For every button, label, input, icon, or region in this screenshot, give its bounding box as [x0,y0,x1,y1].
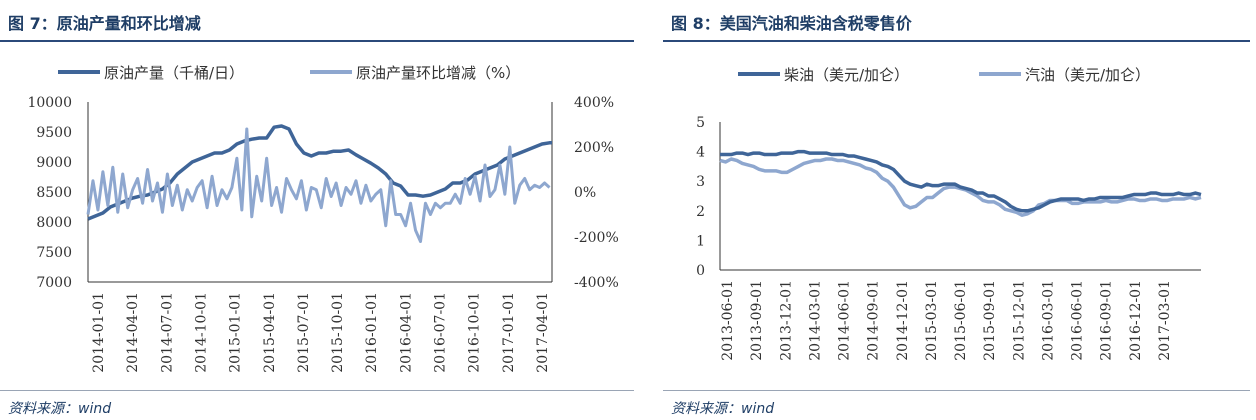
bottom-divider [0,390,634,391]
bottom-divider [663,390,1250,391]
y-left-tick-label: 7000 [36,275,72,291]
x-tick-label: 2017-04-01 [535,292,551,373]
y-tick-label: 2 [696,204,705,220]
y-tick-label: 3 [696,174,705,190]
source-note: 资料来源：wind [8,401,112,417]
y-right-tick-label: 0% [574,185,596,201]
legend-label-change: 原油产量环比增减（%） [356,64,520,82]
y-tick-label: 5 [696,115,705,131]
x-tick-label: 2014-10-01 [193,292,209,373]
x-tick-label: 2014-06-01 [837,280,853,361]
legend-label-production: 原油产量（千桶/日） [104,64,244,82]
x-tick-label: 2016-06-01 [1070,280,1086,361]
figure-title: 图 8：美国汽油和柴油含税零售价 [671,14,912,33]
x-tick-label: 2016-03-01 [1040,280,1056,361]
x-tick-label: 2015-06-01 [953,280,969,361]
x-tick-label: 2014-09-01 [866,280,882,361]
title-divider [663,40,1250,42]
x-tick-label: 2014-04-01 [125,292,141,373]
title-divider [0,40,634,42]
x-tick-label: 2013-09-01 [749,280,765,361]
x-tick-label: 2016-07-01 [433,292,449,373]
x-tick-label: 2016-01-01 [364,292,380,373]
y-tick-label: 1 [696,233,705,249]
y-left-tick-label: 7500 [36,245,72,261]
x-tick-label: 2014-12-01 [895,280,911,361]
y-tick-label: 4 [696,145,705,161]
x-tick-label: 2015-04-01 [262,292,278,373]
y-right-tick-label: -400% [574,275,619,291]
x-tick-label: 2015-09-01 [982,280,998,361]
x-tick-label: 2013-12-01 [778,280,794,361]
source-note: 资料来源：wind [671,401,775,417]
x-tick-label: 2017-03-01 [1157,280,1173,361]
figure-title: 图 7：原油产量和环比增减 [8,14,201,33]
series-diesel-line [720,149,1202,213]
x-tick-label: 2015-12-01 [1011,280,1027,361]
x-tick-label: 2015-03-01 [924,280,940,361]
y-left-tick-label: 9500 [36,125,72,141]
x-tick-label: 2016-10-01 [467,292,483,373]
y-left-tick-label: 10000 [27,95,72,111]
chart-panel-fuel-prices: 图 8：美国汽油和柴油含税零售价 0 1 2 3 4 5 2013-06-01 2013-09… [663,0,1256,420]
x-tick-label: 2015-01-01 [228,292,244,373]
crude-oil-production-chart: 7000 7500 8000 8500 9000 9500 10000 -400% -200% 0… [27,64,619,373]
x-tick-label: 2013-06-01 [720,280,736,361]
y-left-tick-label: 8500 [36,185,72,201]
chart-panel-crude-oil: 图 7：原油产量和环比增减 7000 7500 8000 8500 9000 9500 10… [0,14,634,417]
y-right-tick-label: 400% [574,95,614,111]
y-tick-label: 0 [696,263,705,279]
y-right-tick-label: -200% [574,230,619,246]
series-change-line [86,127,551,243]
y-left-tick-label: 8000 [36,215,72,231]
x-tick-label: 2014-03-01 [807,280,823,361]
x-tick-label: 2014-07-01 [159,292,175,373]
legend-label-gasoline: 汽油（美元/加仑） [1025,66,1150,84]
y-left-tick-label: 9000 [36,155,72,171]
x-tick-label: 2015-07-01 [296,292,312,373]
x-tick-label: 2016-09-01 [1099,280,1115,361]
legend-label-diesel: 柴油（美元/加仑） [784,66,909,84]
x-tick-label: 2015-10-01 [330,292,346,373]
x-tick-label: 2016-04-01 [398,292,414,373]
x-tick-label: 2017-01-01 [501,292,517,373]
fuel-price-chart: 0 1 2 3 4 5 2013-06-01 2013-09-01 2013-12-01 2014… [696,66,1202,361]
x-tick-label: 2016-12-01 [1128,280,1144,361]
x-tick-label: 2014-01-01 [91,292,107,373]
y-right-tick-label: 200% [574,140,614,156]
